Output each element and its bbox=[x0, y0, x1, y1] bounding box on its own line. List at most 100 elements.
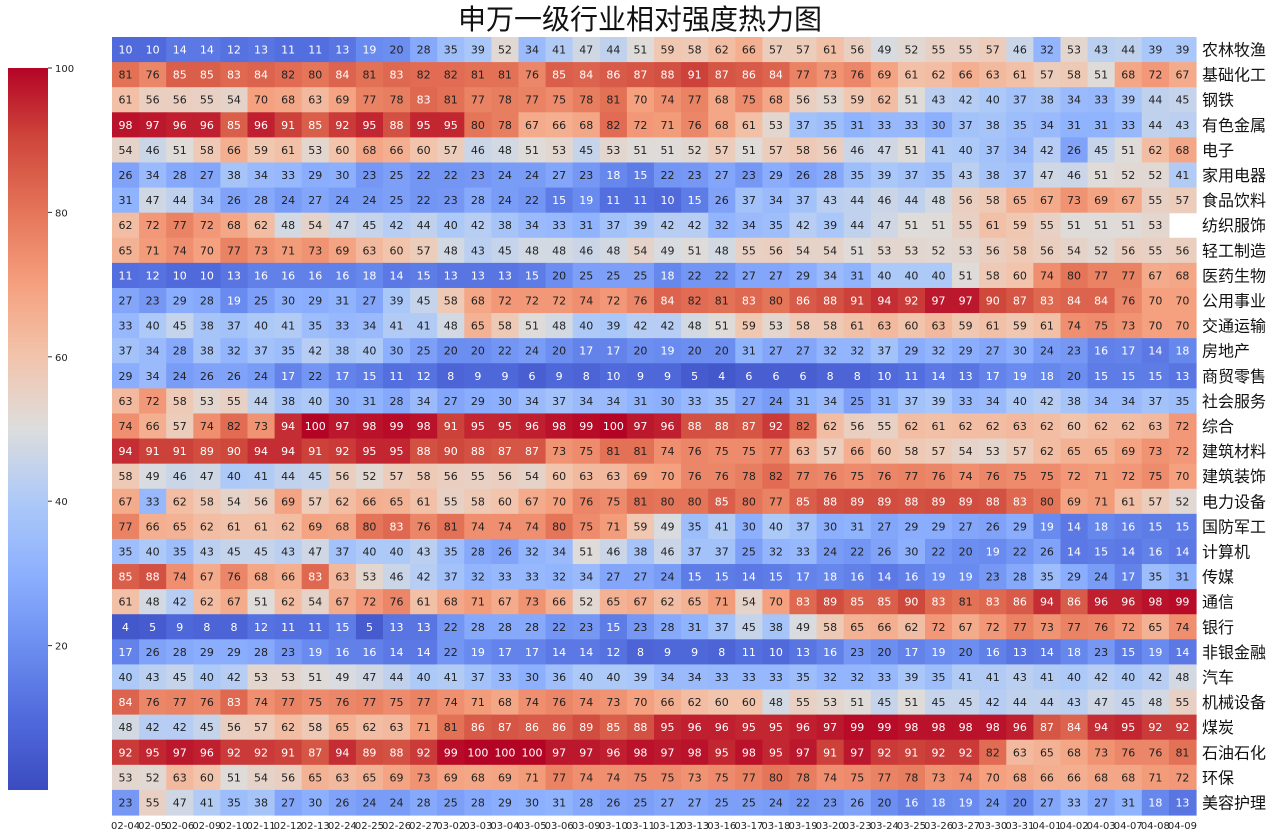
cell-value-label: 37 bbox=[119, 345, 133, 358]
heatmap-cell bbox=[572, 438, 601, 465]
cell-value-label: 67 bbox=[525, 119, 539, 132]
cell-value-label: 38 bbox=[1067, 395, 1081, 408]
cell-value-label: 54 bbox=[119, 144, 133, 157]
heatmap-cell bbox=[274, 413, 303, 440]
heatmap-cell bbox=[735, 237, 763, 264]
heatmap-cell bbox=[762, 112, 791, 138]
cell-value-label: 92 bbox=[335, 119, 349, 132]
cell-value-label: 40 bbox=[362, 545, 376, 558]
heatmap-cell bbox=[599, 237, 628, 264]
cell-value-label: 75 bbox=[579, 445, 593, 458]
heatmap-cell bbox=[410, 313, 438, 339]
x-tick-label: 03-02 bbox=[436, 821, 465, 832]
heatmap-cell bbox=[545, 363, 574, 389]
cell-value-label: 23 bbox=[281, 646, 295, 659]
cell-value-label: 47 bbox=[146, 194, 160, 207]
cell-value-label: 76 bbox=[525, 69, 539, 82]
heatmap-cell bbox=[1006, 187, 1034, 214]
cell-value-label: 80 bbox=[769, 295, 783, 308]
y-tick-label: 汽车 bbox=[1202, 668, 1234, 687]
cell-value-label: 74 bbox=[173, 244, 187, 257]
heatmap-cell bbox=[328, 87, 357, 113]
cell-value-label: 53 bbox=[823, 696, 837, 709]
cell-value-label: 88 bbox=[823, 495, 837, 508]
cell-value-label: 17 bbox=[579, 345, 593, 358]
cell-value-label: 32 bbox=[932, 345, 946, 358]
cell-value-label: 87 bbox=[742, 420, 756, 433]
x-tick-label: 03-17 bbox=[734, 821, 763, 832]
cell-value-label: 42 bbox=[633, 320, 647, 333]
cell-value-label: 27 bbox=[986, 345, 1000, 358]
heatmap-cell bbox=[518, 313, 547, 339]
cell-value-label: 63 bbox=[119, 395, 133, 408]
heatmap-cell bbox=[410, 463, 438, 490]
heatmap-cell bbox=[1114, 187, 1143, 214]
y-tick-label: 公用事业 bbox=[1202, 292, 1266, 311]
cell-value-label: 38 bbox=[498, 219, 512, 232]
heatmap-cell bbox=[762, 87, 791, 113]
heatmap-cell bbox=[762, 37, 791, 63]
heatmap-cell bbox=[626, 37, 655, 63]
heatmap-cell bbox=[518, 237, 547, 264]
cell-value-label: 73 bbox=[1040, 621, 1054, 634]
cell-value-label: 43 bbox=[417, 545, 431, 558]
heatmap-cell bbox=[789, 237, 818, 264]
heatmap-cell bbox=[816, 287, 845, 314]
heatmap-cell bbox=[1141, 162, 1170, 189]
heatmap-cell bbox=[166, 212, 194, 239]
cell-value-label: 47 bbox=[335, 219, 349, 232]
cell-value-label: 23 bbox=[850, 646, 864, 659]
cell-value-label: 71 bbox=[1094, 470, 1108, 483]
heatmap-cell bbox=[1060, 363, 1089, 389]
heatmap-cell bbox=[328, 262, 357, 289]
heatmap-cell bbox=[1087, 62, 1116, 88]
cell-value-label: 88 bbox=[146, 571, 160, 584]
heatmap-cell bbox=[491, 62, 520, 88]
cell-value-label: 53 bbox=[904, 244, 918, 257]
heatmap-cell bbox=[355, 212, 384, 239]
heatmap-cell bbox=[1033, 37, 1062, 63]
heatmap-cell bbox=[925, 237, 953, 264]
cell-value-label: 98 bbox=[986, 721, 1000, 734]
heatmap-cell bbox=[1141, 37, 1170, 63]
cell-value-label: 72 bbox=[498, 295, 512, 308]
cell-value-label: 4 bbox=[122, 621, 129, 634]
heatmap-cell bbox=[247, 262, 276, 289]
heatmap-cell bbox=[355, 262, 384, 289]
cell-value-label: 58 bbox=[119, 470, 133, 483]
cell-value-label: 91 bbox=[823, 746, 837, 759]
heatmap-cell bbox=[1006, 62, 1034, 88]
cell-value-label: 35 bbox=[1040, 571, 1054, 584]
cell-value-label: 34 bbox=[769, 194, 783, 207]
heatmap-cell bbox=[654, 62, 682, 88]
cell-value-label: 35 bbox=[715, 395, 729, 408]
cell-value-label: 53 bbox=[959, 244, 973, 257]
cell-value-label: 99 bbox=[1175, 596, 1189, 609]
cell-value-label: 16 bbox=[904, 571, 918, 584]
cell-value-label: 58 bbox=[796, 320, 810, 333]
cell-value-label: 43 bbox=[1175, 119, 1189, 132]
heatmap-cell bbox=[410, 162, 438, 189]
cell-value-label: 62 bbox=[1148, 144, 1162, 157]
cell-value-label: 32 bbox=[769, 545, 783, 558]
cell-value-label: 19 bbox=[959, 796, 973, 809]
cell-value-label: 17 bbox=[281, 370, 295, 383]
cell-value-label: 69 bbox=[877, 69, 891, 82]
cell-value-label: 46 bbox=[877, 194, 891, 207]
heatmap-cell bbox=[897, 212, 926, 239]
cell-value-label: 77 bbox=[904, 470, 918, 483]
cell-value-label: 25 bbox=[254, 295, 268, 308]
heatmap-cell bbox=[220, 112, 249, 138]
cell-value-label: 68 bbox=[1175, 269, 1189, 282]
heatmap-cell bbox=[112, 187, 140, 214]
cell-value-label: 63 bbox=[796, 445, 810, 458]
heatmap-cell bbox=[247, 287, 276, 314]
heatmap-cell bbox=[952, 388, 980, 415]
heatmap-cell bbox=[1114, 212, 1143, 239]
cell-value-label: 67 bbox=[1148, 269, 1162, 282]
heatmap-cell bbox=[572, 87, 601, 113]
cell-value-label: 94 bbox=[281, 445, 295, 458]
cell-value-label: 92 bbox=[904, 295, 918, 308]
cell-value-label: 89 bbox=[959, 495, 973, 508]
heatmap-cell bbox=[735, 37, 763, 63]
